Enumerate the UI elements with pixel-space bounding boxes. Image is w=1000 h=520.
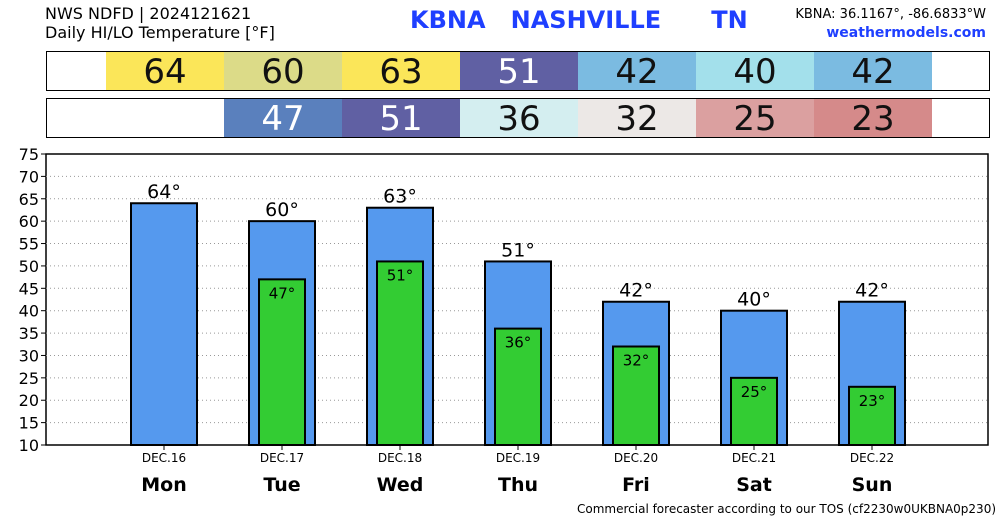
y-tick-label: 35 xyxy=(19,324,39,343)
station-name: NASHVILLE xyxy=(510,6,662,34)
day-label: Thu xyxy=(498,474,538,496)
high-temp-cell: 63 xyxy=(342,52,460,92)
product-header: NWS NDFD | 2024121621 Daily HI/LO Temper… xyxy=(45,4,275,42)
low-label: 25° xyxy=(741,383,768,401)
date-label: DEC.17 xyxy=(260,451,304,465)
high-label: 51° xyxy=(501,239,535,261)
high-label: 42° xyxy=(619,280,653,302)
low-temp-strip: 47 51 36 32 25 23 xyxy=(46,98,990,139)
high-temp-cell: 64 xyxy=(106,52,224,92)
low-label: 36° xyxy=(505,334,532,352)
y-tick-label: 15 xyxy=(19,414,39,433)
day-label: Mon xyxy=(141,474,187,496)
low-label: 47° xyxy=(269,284,296,302)
high-temp-cell: 40 xyxy=(696,52,814,92)
day-label: Tue xyxy=(263,474,300,496)
y-tick-label: 50 xyxy=(19,257,39,276)
y-tick-label: 10 xyxy=(19,436,39,455)
high-label: 64° xyxy=(147,181,181,203)
footer-note: Commercial forecaster according to our T… xyxy=(577,502,997,516)
day-label: Wed xyxy=(377,474,424,496)
station-info: KBNA: 36.1167°, -86.6833°W weathermodels… xyxy=(795,5,986,43)
high-temp-cell: 42 xyxy=(814,52,932,92)
source-line: NWS NDFD | 2024121621 xyxy=(45,4,252,23)
low-bar xyxy=(258,278,306,446)
high-label: 42° xyxy=(855,280,889,302)
date-label: DEC.21 xyxy=(732,451,776,465)
date-label: DEC.22 xyxy=(850,451,894,465)
low-temp-cell: 51 xyxy=(342,99,460,139)
low-temp-cell xyxy=(106,99,224,137)
low-label: 23° xyxy=(859,392,886,410)
y-tick-label: 30 xyxy=(19,346,39,365)
station-id: KBNA xyxy=(410,6,486,34)
y-tick-label: 65 xyxy=(19,190,39,209)
low-temp-cell: 36 xyxy=(460,99,578,139)
date-label: DEC.16 xyxy=(142,451,186,465)
low-bar xyxy=(376,260,424,447)
high-label: 60° xyxy=(265,199,299,221)
high-bar xyxy=(130,202,198,446)
station-coords: KBNA: 36.1167°, -86.6833°W xyxy=(795,7,986,22)
day-label: Sat xyxy=(736,474,772,496)
high-label: 40° xyxy=(737,289,771,311)
y-tick-label: 60 xyxy=(19,212,39,231)
high-temp-cell: 60 xyxy=(224,52,342,92)
low-temp-cell: 47 xyxy=(224,99,342,139)
low-bar xyxy=(848,385,896,446)
date-label: DEC.20 xyxy=(614,451,658,465)
high-temp-strip: 64 60 63 51 42 40 42 xyxy=(46,51,990,92)
y-tick-label: 55 xyxy=(19,235,39,254)
date-label: DEC.19 xyxy=(496,451,540,465)
station-title: KBNA NASHVILLE TN xyxy=(410,6,748,34)
high-temp-cell: 42 xyxy=(578,52,696,92)
station-state: TN xyxy=(711,6,748,34)
low-bar xyxy=(494,327,542,447)
y-tick-label: 45 xyxy=(19,279,39,298)
site-link[interactable]: weathermodels.com xyxy=(826,25,986,41)
y-tick-label: 25 xyxy=(19,369,39,388)
y-tick-label: 20 xyxy=(19,391,39,410)
high-label: 63° xyxy=(383,186,417,208)
low-label: 32° xyxy=(623,352,650,370)
day-label: Fri xyxy=(622,474,650,496)
product-line: Daily HI/LO Temperature [°F] xyxy=(45,23,275,42)
low-label: 51° xyxy=(387,266,414,284)
y-tick-label: 40 xyxy=(19,302,39,321)
y-tick-label: 70 xyxy=(19,167,39,186)
low-bar xyxy=(730,376,778,447)
low-temp-cell: 32 xyxy=(578,99,696,139)
low-temp-cell: 23 xyxy=(814,99,932,139)
day-label: Sun xyxy=(852,474,893,496)
low-temp-cell: 25 xyxy=(696,99,814,139)
high-temp-cell: 51 xyxy=(460,52,578,92)
date-label: DEC.18 xyxy=(378,451,422,465)
y-tick-label: 75 xyxy=(19,145,39,164)
